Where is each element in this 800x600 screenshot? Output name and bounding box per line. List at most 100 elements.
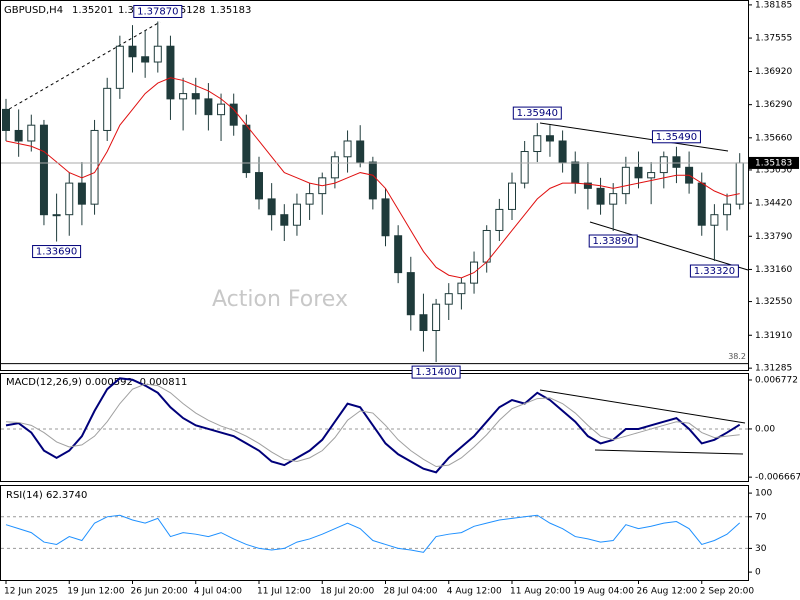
x-tick-label: 26 Jun 20:00 [131, 587, 188, 597]
candle-body [621, 166, 630, 195]
trend-line [539, 122, 729, 152]
candle-body [166, 45, 175, 100]
y-tick-label: 1.33160 [755, 265, 792, 275]
candle-body [381, 198, 390, 237]
annotation-box [133, 4, 183, 18]
y-tick-label: 1.31285 [755, 364, 792, 374]
candle-body [229, 103, 238, 126]
candle-body [255, 172, 263, 200]
moving-average [5, 77, 740, 279]
trend-line [3, 21, 161, 113]
last-close: 1.35183 [210, 5, 251, 16]
candle-body [14, 129, 23, 142]
series-line [5, 514, 741, 553]
candle-body [457, 282, 466, 295]
candle-body [482, 229, 491, 263]
candle-body [292, 203, 301, 226]
candle-body [128, 45, 137, 58]
candle-body [242, 124, 251, 174]
x-tick-label: 28 Jul 04:00 [384, 587, 438, 597]
annotation-label: 1.35490 [656, 132, 697, 143]
annotation-label: 1.33690 [36, 247, 77, 258]
trend-line [589, 221, 749, 271]
series-line [5, 377, 741, 474]
candle-body [609, 193, 618, 205]
candle-body [533, 135, 542, 153]
candle-body [153, 45, 162, 63]
last-open: 1.35201 [72, 5, 113, 16]
y-tick-label: 0 [755, 568, 761, 578]
y-tick-label: 1.33790 [755, 232, 792, 242]
candle-body [77, 182, 86, 205]
annotation-box [32, 245, 82, 259]
x-tick-label: 12 Jun 2025 [4, 587, 58, 597]
series-line [5, 383, 740, 468]
rsi-title: RSI(14) 62.3740 [6, 490, 87, 501]
candle-body [356, 140, 365, 163]
candle-body [735, 162, 744, 205]
candle-body [571, 161, 580, 184]
symbol: GBPUSD,H4 [4, 5, 63, 16]
annotation-label: 1.37870 [137, 6, 178, 17]
candle-body [141, 56, 150, 63]
candle-body [27, 124, 36, 142]
candle-body [672, 156, 681, 168]
y-tick-label: 1.36920 [755, 67, 792, 77]
y-tick-label: 1.36290 [755, 100, 792, 110]
x-tick-label: 4 Jul 04:00 [194, 587, 243, 597]
y-tick-label: 0.006772 [755, 375, 798, 385]
annotation-box [651, 130, 701, 144]
candle-body [191, 93, 200, 100]
candle-body [217, 103, 226, 116]
candle-body [179, 93, 188, 100]
macd-panel [0, 373, 749, 482]
candle-body [115, 45, 124, 89]
candle-body [697, 182, 706, 226]
y-tick-label: -0.006667 [755, 473, 800, 483]
candle-body [520, 151, 529, 184]
candle-body [596, 187, 605, 205]
candle-body [305, 193, 314, 205]
annotation-box [689, 264, 739, 278]
last-low: 1.35128 [164, 5, 205, 16]
candle-body [406, 272, 415, 316]
fib-label: 38.2 [728, 352, 746, 361]
x-tick-label: 18 Jul 20:00 [320, 587, 374, 597]
watermark: Action Forex [212, 287, 348, 312]
price-tag-label: 1.35183 [755, 158, 792, 168]
candle-body [432, 303, 441, 332]
annotation-label: 1.33320 [694, 266, 735, 277]
macd-title: MACD(12,26,9) 0.000592 -0.000811 [6, 377, 187, 388]
candle-body [634, 166, 643, 179]
candle-body [583, 182, 592, 189]
y-tick-label: 30 [755, 544, 767, 554]
x-tick-label: 26 Aug 12:00 [637, 587, 698, 597]
candle-body [343, 140, 352, 158]
annotation-label: 1.31400 [415, 367, 456, 378]
candle-body [558, 140, 567, 163]
candle-body [90, 129, 99, 205]
candle-body [267, 198, 276, 216]
candle-body [280, 214, 289, 226]
x-tick-label: 2 Sep 20:00 [700, 587, 755, 597]
candle-body [39, 124, 48, 216]
trend-line [539, 389, 746, 424]
y-tick-label: 1.35660 [755, 133, 792, 143]
candle-body [495, 208, 504, 231]
candle-body [659, 156, 668, 174]
y-tick-label: 100 [755, 489, 772, 499]
annotation-label: 1.35940 [517, 108, 558, 119]
candle-body [330, 156, 339, 179]
annotation-box [588, 234, 638, 248]
rsi-panel [0, 485, 749, 581]
price-tag [749, 156, 799, 169]
candle-body [710, 214, 719, 226]
candle-body [2, 108, 10, 131]
x-tick-label: 19 Jun 12:00 [67, 587, 124, 597]
candle-body [508, 182, 516, 210]
trend-line [594, 449, 744, 455]
candle-body [419, 314, 428, 332]
y-tick-label: 1.32550 [755, 297, 792, 307]
